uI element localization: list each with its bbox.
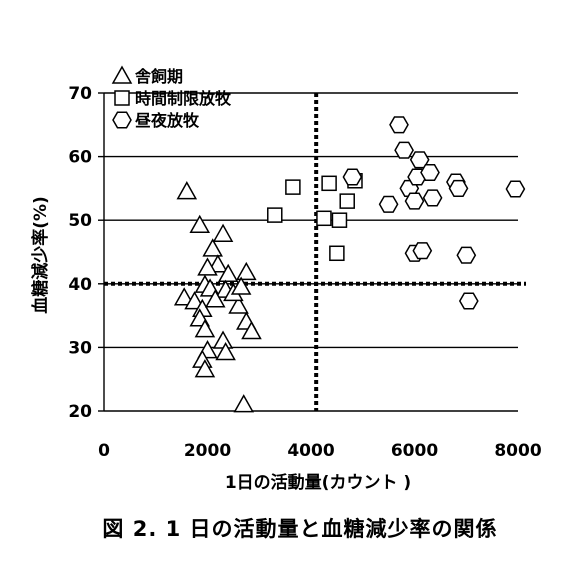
triangle-point — [230, 276, 252, 295]
hexagon-point — [458, 292, 479, 310]
y-tick-label: 40 — [68, 275, 92, 295]
y-tick-labels: 20 30 40 50 60 70 — [68, 84, 92, 422]
y-tick-label: 70 — [68, 84, 92, 104]
x-tick-label: 0 — [98, 441, 110, 461]
x-axis-title: 1日の活動量(カウント ) — [225, 472, 411, 493]
legend-label: 昼夜放牧 — [134, 111, 200, 130]
hexagon-point — [422, 189, 443, 207]
triangle-point — [236, 261, 257, 281]
y-tick-label: 20 — [68, 402, 92, 422]
data-points — [173, 116, 526, 413]
triangle-point — [233, 394, 255, 413]
hexagon-point — [342, 168, 363, 186]
hexagon-point — [404, 192, 425, 210]
hexagon-point — [505, 180, 526, 198]
hexagon-point — [456, 246, 477, 264]
x-tick-labels: 0 2000 4000 6000 8000 — [98, 441, 542, 461]
x-tick-label: 4000 — [287, 441, 334, 461]
triangle-point — [207, 254, 229, 273]
x-tick-label: 6000 — [391, 441, 438, 461]
legend-label: 時間制限放牧 — [135, 89, 232, 108]
triangle-point — [212, 330, 234, 349]
hexagon-point — [412, 242, 433, 260]
triangle-point — [189, 214, 211, 234]
triangle-point — [215, 341, 236, 361]
triangle-point — [202, 238, 223, 257]
square-point — [329, 245, 345, 262]
y-axis-title: 血糖減少率(%) — [30, 196, 51, 314]
y-tick-label: 60 — [68, 148, 92, 168]
axes — [98, 92, 105, 412]
triangle-point — [194, 359, 216, 378]
square-point — [331, 212, 348, 228]
triangle-point — [228, 295, 249, 314]
legend-label: 舎飼期 — [135, 67, 183, 86]
square-point — [267, 207, 283, 223]
gridlines — [104, 92, 518, 412]
y-tick-label: 30 — [68, 338, 92, 358]
triangle-point — [194, 319, 216, 338]
legend-triangle-icon — [111, 65, 133, 84]
hexagon-point — [420, 163, 440, 182]
triangle-point — [212, 223, 234, 242]
square-point — [285, 179, 301, 195]
triangle-point — [241, 320, 262, 340]
triangle-point — [217, 263, 239, 283]
hexagon-point — [378, 195, 399, 213]
legend-square-icon — [114, 90, 130, 106]
triangle-point — [176, 181, 198, 200]
square-point — [316, 210, 332, 227]
x-tick-label: 2000 — [184, 441, 231, 461]
triangle-point — [173, 287, 195, 306]
square-point — [321, 175, 337, 192]
x-tick-label: 8000 — [494, 441, 541, 461]
hexagon-point — [394, 141, 414, 159]
square-point — [339, 193, 355, 209]
reference-lines — [104, 93, 526, 411]
triangle-point — [204, 289, 226, 308]
legend-hexagon-icon — [112, 111, 132, 129]
hexagon-point — [448, 179, 469, 197]
triangle-point — [197, 257, 218, 276]
hexagon-point — [389, 116, 409, 134]
y-tick-label: 50 — [68, 211, 92, 231]
figure-caption: 図 2. 1 日の活動量と血糖減少率の関係 — [102, 517, 497, 541]
